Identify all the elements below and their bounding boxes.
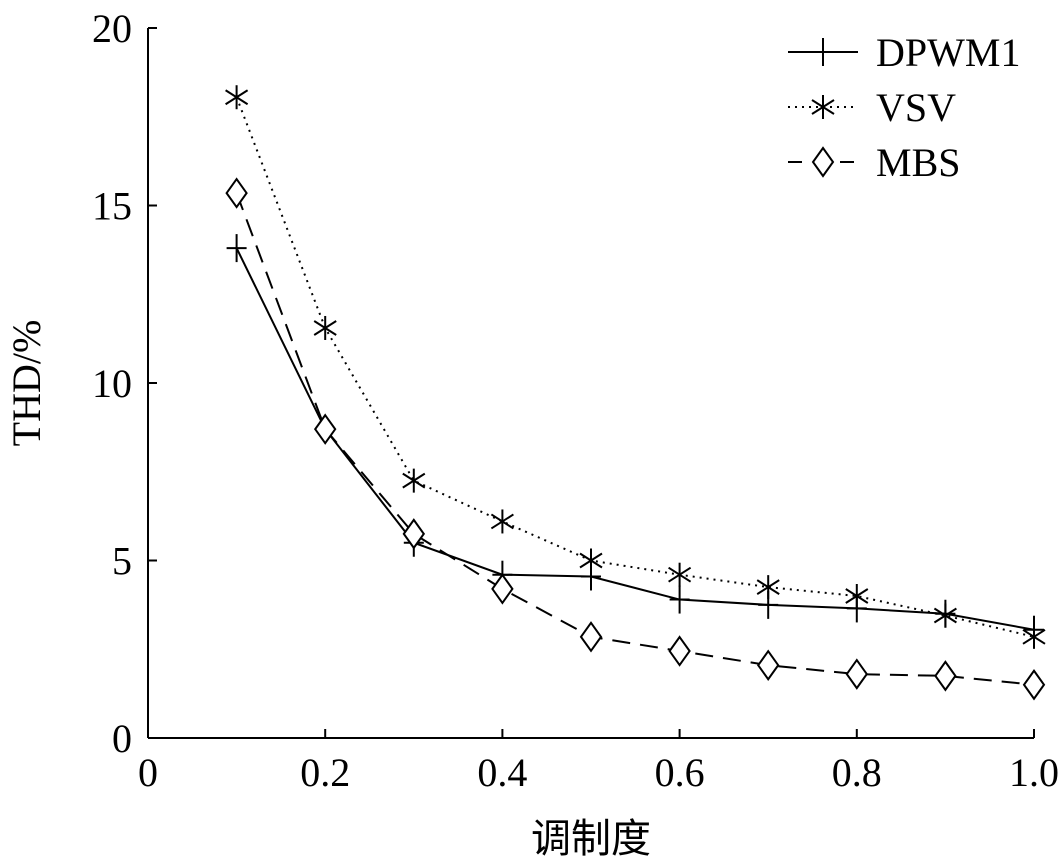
data-point-mbs — [1022, 669, 1046, 701]
y-tick-label: 10 — [92, 361, 132, 406]
legend-item-mbs: MBS — [788, 140, 961, 185]
data-point-vsv — [756, 575, 780, 600]
data-point-mbs — [579, 621, 603, 653]
x-tick-label: 0.2 — [300, 750, 350, 795]
legend: DPWM1 VSV MBS — [788, 30, 1020, 185]
legend-marker-mbs — [811, 146, 835, 178]
y-tick-label: 15 — [92, 184, 132, 229]
legend-label: DPWM1 — [876, 30, 1020, 75]
data-point-mbs — [934, 660, 957, 692]
series — [225, 85, 1046, 701]
data-point-vsv — [1022, 624, 1046, 649]
x-tick-label: 0.6 — [655, 750, 705, 795]
data-point-mbs — [225, 177, 248, 209]
data-point-vsv — [402, 468, 426, 493]
y-tick-label: 5 — [112, 539, 132, 584]
data-point-mbs — [668, 635, 691, 667]
data-point-mbs — [313, 413, 337, 445]
legend-label: VSV — [876, 85, 956, 130]
data-point-dpwm1 — [226, 234, 247, 263]
series-line-vsv — [235, 96, 1035, 638]
data-point-vsv — [313, 315, 337, 340]
legend-marker-dpwm1 — [813, 38, 833, 66]
data-point-dpwm1 — [669, 585, 690, 614]
y-axis-label: THD/% — [4, 320, 49, 447]
data-point-vsv — [845, 584, 869, 608]
legend-item-vsv: VSV — [788, 85, 956, 130]
data-point-vsv — [225, 85, 249, 110]
data-point-vsv — [668, 562, 692, 587]
series-line-dpwm1 — [235, 247, 1035, 631]
data-point-mbs — [845, 658, 869, 690]
data-point-vsv — [579, 548, 603, 573]
data-point-mbs — [756, 649, 780, 681]
series-line-mbs — [235, 192, 1035, 686]
legend-marker-vsv — [811, 95, 835, 119]
x-tick-label: 0 — [138, 750, 158, 795]
data-point-vsv — [933, 603, 957, 628]
y-tick-label: 0 — [112, 716, 132, 761]
x-tick-label: 0.4 — [477, 750, 527, 795]
x-axis-label: 调制度 — [531, 816, 651, 861]
legend-label: MBS — [876, 140, 961, 185]
data-point-mbs — [402, 518, 426, 550]
data-point-vsv — [490, 509, 514, 534]
x-tick-label: 0.8 — [832, 750, 882, 795]
ticks: 0 0.2 0.4 0.6 0.8 1.0 0 5 10 15 20 — [92, 6, 1059, 795]
legend-item-dpwm1: DPWM1 — [788, 30, 1020, 75]
data-point-mbs — [491, 573, 514, 605]
x-tick-label: 1.0 — [1009, 750, 1059, 795]
y-tick-label: 20 — [92, 6, 132, 51]
